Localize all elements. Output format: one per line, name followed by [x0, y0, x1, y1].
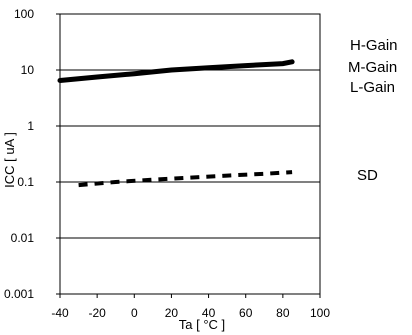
- y-axis-title: ICC [ uA ]: [2, 132, 17, 188]
- series-label-h-gain: H-Gain: [350, 37, 398, 54]
- y-tick-label: 10: [21, 63, 35, 77]
- grid-lines: [60, 69, 320, 239]
- series-label-m-gain: M-Gain: [348, 59, 397, 76]
- x-axis-title: Ta [ °C ]: [179, 317, 225, 332]
- x-tick-label: -20: [88, 306, 106, 320]
- x-tick-label: 0: [131, 306, 138, 320]
- x-tick-label: -40: [51, 306, 69, 320]
- y-tick-label: 0.01: [11, 231, 35, 245]
- series-label-sd: SD: [357, 167, 378, 184]
- series-line-gain: [57, 59, 295, 83]
- labels: 0.001 0.01 0.1 1 10 100 -40 -20 0 20 40 60 80 100 H-Ga…: [4, 7, 398, 320]
- y-tick-label: 0.1: [17, 175, 34, 189]
- plot-area-border: [59, 13, 321, 295]
- series-label-l-gain: L-Gain: [350, 79, 395, 96]
- x-tick-label: 80: [276, 306, 290, 320]
- series-line-sd: [78, 170, 293, 188]
- x-tick-label: 20: [165, 306, 179, 320]
- x-tick-label: 60: [239, 306, 253, 320]
- y-tick-label: 0.001: [4, 287, 34, 301]
- series-lines: [57, 59, 295, 188]
- x-tick-label: 100: [310, 306, 330, 320]
- axis-ticks: [56, 13, 321, 298]
- y-tick-label: 100: [14, 7, 34, 21]
- x-tick-label: 40: [202, 306, 216, 320]
- y-tick-label: 1: [27, 119, 34, 133]
